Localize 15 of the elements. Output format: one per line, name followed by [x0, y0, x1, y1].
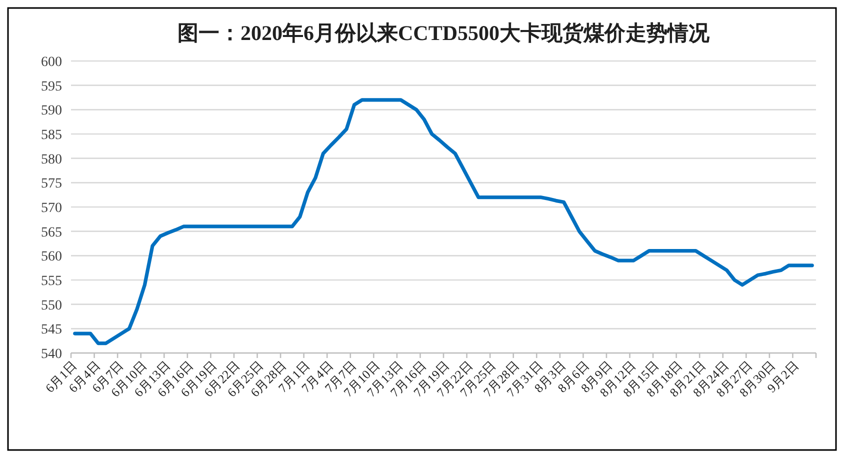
y-tick-label: 555 — [41, 274, 62, 289]
y-tick-label: 545 — [41, 322, 62, 338]
y-tick-label: 580 — [41, 152, 62, 168]
y-tick-label: 595 — [41, 79, 62, 94]
y-tick-label: 585 — [41, 128, 62, 143]
y-tick-label: 570 — [41, 201, 62, 216]
y-tick-label: 540 — [41, 347, 62, 362]
chart-title: 图一：2020年6月份以来CCTD5500大卡现货煤价走势情况 — [177, 21, 710, 45]
line-series — [73, 98, 814, 346]
y-tick-label: 575 — [41, 176, 62, 192]
y-tick-label: 565 — [41, 225, 62, 240]
y-tick-label: 550 — [41, 298, 62, 314]
y-tick-label: 590 — [41, 104, 62, 119]
y-tick-label: 560 — [41, 250, 62, 265]
y-tick-label: 600 — [41, 55, 62, 70]
